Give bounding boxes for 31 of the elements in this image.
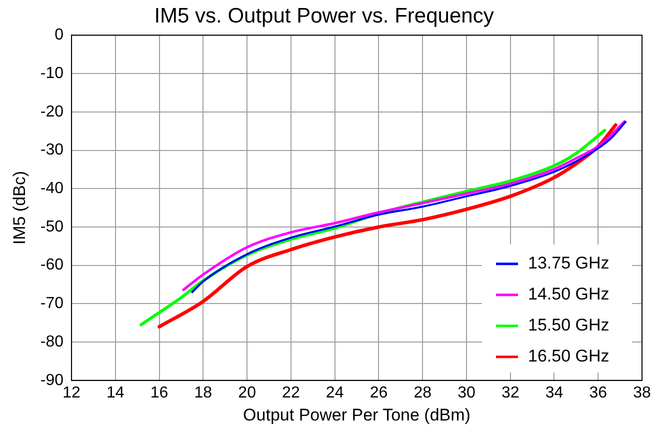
y-axis-title: IM5 (dBc) (10, 170, 29, 245)
x-tick-label: 12 (62, 384, 81, 402)
y-tick-label: -80 (40, 333, 64, 350)
y-tick-label: -60 (40, 256, 64, 274)
x-tick-label: 18 (194, 384, 212, 402)
y-tick-label: -90 (40, 372, 64, 389)
legend-label: 13.75 GHz (528, 254, 610, 273)
y-tick-label: 0 (54, 26, 64, 44)
x-tick-label: 30 (458, 384, 476, 402)
y-tick-label: -30 (40, 142, 64, 159)
y-tick-label: -70 (40, 295, 64, 312)
y-tick-label: -10 (40, 64, 64, 82)
x-tick-label: 34 (545, 384, 564, 402)
y-tick-label: -40 (40, 180, 64, 198)
y-tick-label: -50 (40, 218, 64, 236)
x-tick-label: 14 (106, 384, 124, 402)
y-tick-label: -20 (40, 103, 64, 120)
x-tick-label: 36 (589, 384, 608, 402)
legend-label: 16.50 GHz (528, 346, 610, 366)
x-tick-label: 32 (501, 384, 520, 402)
x-axis-title: Output Power Per Tone (dBm) (243, 405, 470, 424)
x-tick-label: 22 (282, 384, 300, 402)
x-tick-label: 24 (326, 384, 344, 402)
chart-title: IM5 vs. Output Power vs. Frequency (154, 4, 494, 28)
legend-label: 14.50 GHz (528, 284, 610, 304)
x-tick-label: 28 (414, 384, 432, 402)
x-tick-label: 20 (238, 384, 256, 402)
legend-label: 15.50 GHz (528, 316, 610, 335)
x-tick-label: 26 (370, 384, 388, 402)
x-tick-label: 38 (633, 384, 651, 402)
x-tick-label: 16 (150, 384, 168, 402)
